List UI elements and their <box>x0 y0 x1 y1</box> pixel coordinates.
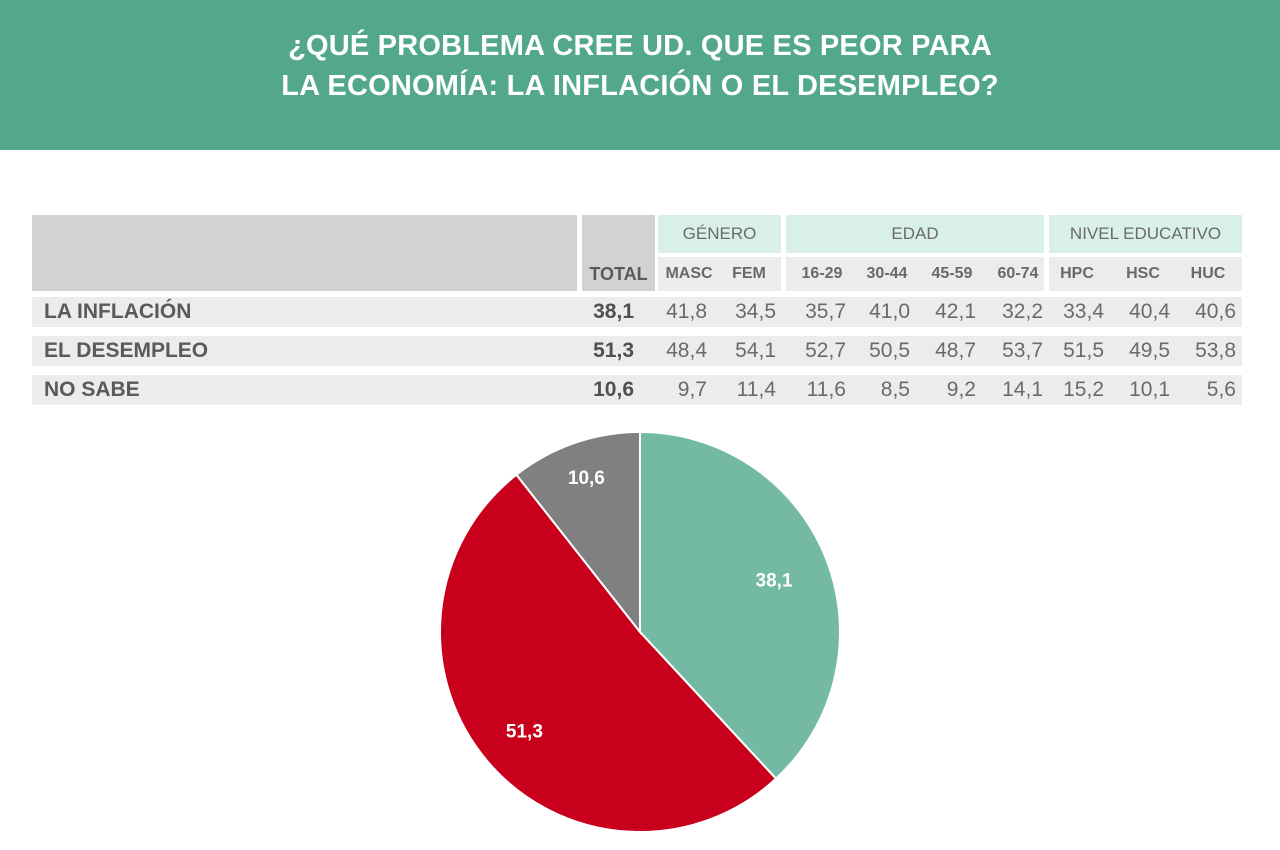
column-header-16-29: 16-29 <box>801 265 843 282</box>
column-header-hpc: HPC <box>1060 265 1094 282</box>
column-header-fem: FEM <box>732 265 766 282</box>
table-cell: 41,8 <box>666 300 707 323</box>
table-cell: 51,5 <box>1063 339 1104 362</box>
table-cell: 42,1 <box>935 300 976 323</box>
table-row <box>32 336 1242 366</box>
subheader-bg-nivel <box>1049 257 1242 291</box>
row-label-el-desempleo: EL DESEMPLEO <box>44 339 209 362</box>
pie-slice-el-desempleo <box>439 473 778 833</box>
total-value: 10,6 <box>593 378 634 401</box>
table-cell: 53,8 <box>1195 339 1236 362</box>
table-row <box>32 375 1242 405</box>
column-header-masc: MASC <box>665 265 713 282</box>
table-cell: 40,6 <box>1195 300 1236 323</box>
table-cell: 34,5 <box>735 300 776 323</box>
table-row <box>32 297 1242 327</box>
table-cell: 8,5 <box>880 378 910 401</box>
pie-data-label-no-sabe: 10,6 <box>568 468 605 489</box>
pie-slice-la-inflacion <box>639 430 841 781</box>
table-cell: 52,7 <box>805 339 846 362</box>
table-cell: 5,6 <box>1206 378 1236 401</box>
table-cell: 40,4 <box>1129 300 1170 323</box>
table-cell: 48,7 <box>935 339 976 362</box>
title-banner: ¿QUÉ PROBLEMA CREE UD. QUE ES PEOR PARA … <box>0 0 1280 150</box>
group-header-genero: GÉNERO <box>658 215 781 253</box>
pie-slice-no-sabe <box>515 430 641 635</box>
total-column-header: TOTAL <box>589 264 648 284</box>
group-header-nivel-educativo: NIVEL EDUCATIVO <box>1049 215 1242 253</box>
table-cell: 33,4 <box>1063 300 1104 323</box>
subheader-bg-genero <box>658 257 781 291</box>
chart-title-line-1: ¿QUÉ PROBLEMA CREE UD. QUE ES PEOR PARA <box>288 30 992 62</box>
label-header-block <box>32 215 577 291</box>
row-label-la-inflacion: LA INFLACIÓN <box>44 300 192 323</box>
table-cell: 14,1 <box>1002 378 1043 401</box>
chart-title-line-2: LA ECONOMÍA: LA INFLACIÓN O EL DESEMPLEO… <box>281 70 999 102</box>
table-cell: 15,2 <box>1063 378 1104 401</box>
total-header-block <box>582 215 655 291</box>
column-header-huc: HUC <box>1190 265 1226 282</box>
column-header-60-74: 60-74 <box>997 265 1039 282</box>
table-cell: 41,0 <box>869 300 910 323</box>
table-cell: 50,5 <box>869 339 910 362</box>
table-cell: 11,6 <box>806 378 846 401</box>
total-value: 51,3 <box>593 339 634 362</box>
column-header-45-59: 45-59 <box>931 265 973 282</box>
group-header-edad: EDAD <box>786 215 1044 253</box>
pie-data-label-el-desempleo: 51,3 <box>506 722 543 743</box>
table-cell: 32,2 <box>1002 300 1043 323</box>
column-header-30-44: 30-44 <box>866 265 908 282</box>
subheader-bg-edad <box>786 257 1044 291</box>
table-cell: 35,7 <box>805 300 846 323</box>
table-cell: 11,4 <box>736 378 776 401</box>
table-cell: 48,4 <box>666 339 707 362</box>
table-cell: 54,1 <box>735 339 776 362</box>
table-cell: 10,1 <box>1129 378 1170 401</box>
table-cell: 9,2 <box>946 378 976 401</box>
table-cell: 53,7 <box>1002 339 1043 362</box>
row-label-no-sabe: NO SABE <box>44 378 140 401</box>
total-value: 38,1 <box>593 300 634 323</box>
pie-data-label-la-inflacion: 38,1 <box>756 570 793 591</box>
table-cell: 49,5 <box>1129 339 1170 362</box>
table-cell: 9,7 <box>677 378 707 401</box>
column-header-hsc: HSC <box>1126 265 1160 282</box>
